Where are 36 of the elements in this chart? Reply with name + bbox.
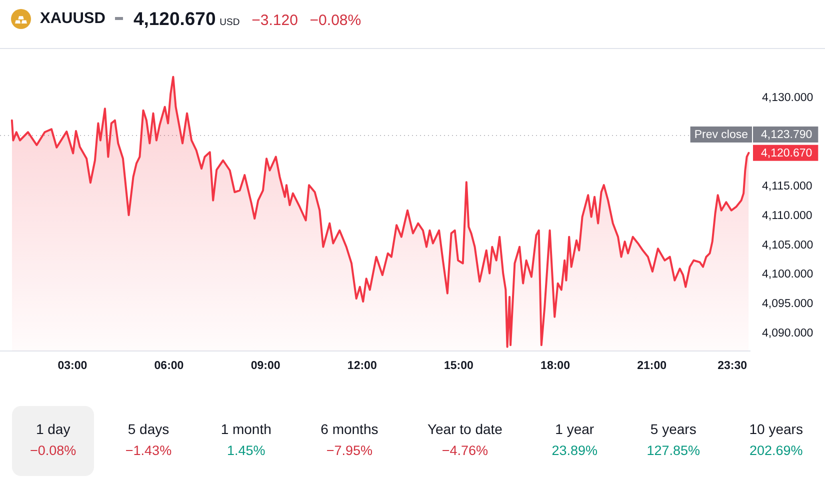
annotation: 4,123.790 <box>761 129 812 142</box>
category-label: 5 days <box>128 421 170 438</box>
text: 4,120.670 USD −3.120 −0.08% <box>133 8 362 28</box>
x-tick-label: 18:00 <box>540 360 570 372</box>
text: 1.45% <box>226 443 266 458</box>
category-label: 1 day <box>36 421 70 438</box>
category-label: Year to date <box>427 421 502 438</box>
text: 127.85% <box>646 443 700 458</box>
y-tick-label: 4,130.000 <box>762 92 814 104</box>
y-tick-label: 4,115.000 <box>762 180 812 192</box>
x-tick-label: 21:00 <box>637 360 667 372</box>
y-tick-label: 4,100.000 <box>762 268 814 281</box>
chart-title: XAUUSD <box>40 10 106 28</box>
text: 23.89% <box>552 443 598 458</box>
y-tick-label: 4,095.000 <box>762 298 814 310</box>
y-tick-label: 4,105.000 <box>762 239 814 252</box>
category-label: 6 months <box>320 421 378 438</box>
x-tick-label: 06:00 <box>154 360 184 372</box>
text: −1.43% <box>125 443 172 458</box>
ref-line-label: Prev close <box>694 129 748 142</box>
text: 202.69% <box>749 443 803 458</box>
y-tick-label: 4,090.000 <box>762 328 814 340</box>
category-label: 1 year <box>555 421 594 438</box>
text: −4.76% <box>442 443 488 458</box>
selected-tab: 1 day −0.08% <box>12 406 94 476</box>
x-tick-label: 09:00 <box>250 360 280 372</box>
x-tick-label: 03:00 <box>58 360 88 372</box>
x-tick-label: 12:00 <box>347 360 377 372</box>
category-label: 5 years <box>650 421 696 438</box>
category-label: 1 month <box>220 421 272 438</box>
x-tick-label: 23:30 <box>718 360 748 372</box>
y-tick-label: 4,110.000 <box>762 210 812 222</box>
x-tick-label: 15:00 <box>444 360 474 372</box>
text: −7.95% <box>326 443 373 458</box>
data-label: 4,120.670 <box>761 148 812 160</box>
category-label: 10 years <box>749 421 803 438</box>
